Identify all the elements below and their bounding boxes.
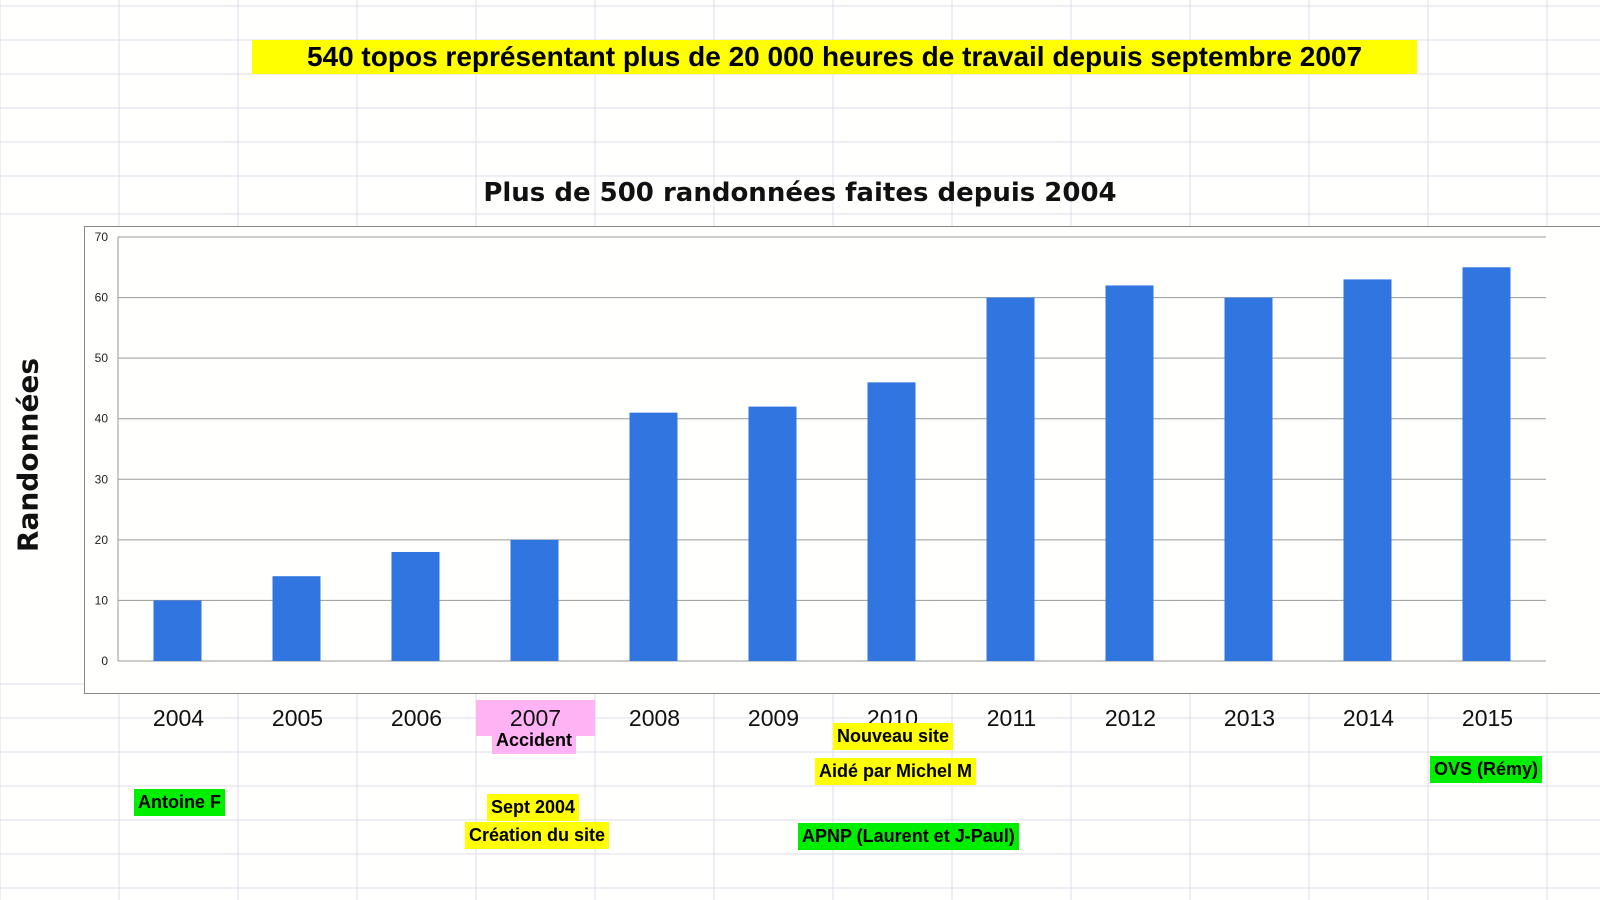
bar-2005: [272, 576, 321, 661]
y-tick-label: 10: [95, 593, 109, 607]
bar-2009: [748, 406, 797, 661]
bar-2004: [153, 600, 202, 661]
bars: [153, 267, 1511, 661]
x-tick-label: 2013: [1223, 705, 1276, 731]
x-tick-label: 2009: [747, 705, 800, 731]
chart-title: Plus de 500 randonnées faites depuis 200…: [483, 178, 1117, 208]
plot-area: 0 10 20 30 40 50 60 70: [84, 226, 1600, 694]
x-tick-label: 2012: [1104, 705, 1157, 731]
x-tick-label: 2014: [1342, 705, 1395, 731]
x-tick-label: 2006: [390, 705, 443, 731]
y-tick-label: 40: [95, 412, 109, 426]
annotation-nouveau-site: Nouveau site: [833, 723, 954, 750]
gridlines: [118, 236, 1546, 662]
y-tick-label: 30: [95, 472, 109, 486]
x-tick-label: 2011: [986, 705, 1037, 731]
bar-2007: [510, 539, 559, 661]
annotation-aide-michel: Aidé par Michel M: [815, 758, 977, 785]
x-tick-label: 2008: [628, 705, 681, 731]
y-tick-label: 50: [95, 351, 109, 365]
annotation-antoine: Antoine F: [134, 789, 225, 816]
bar-2010: [867, 382, 916, 661]
banner-headline: 540 topos représentant plus de 20 000 he…: [252, 40, 1417, 74]
bar-2011: [986, 297, 1035, 661]
y-axis-label: Randonnées: [11, 357, 45, 553]
bar-chart: 0 10 20 30 40 50 60 70: [95, 230, 1546, 668]
y-tick-label: 20: [95, 533, 109, 547]
bar-2015: [1462, 267, 1511, 661]
x-tick-label: 2005: [271, 705, 324, 731]
bar-2013: [1224, 297, 1273, 661]
annotation-apnp: APNP (Laurent et J-Paul): [798, 823, 1019, 850]
y-tick-labels: 0 10 20 30 40 50 60 70: [95, 230, 109, 668]
x-tick-label: 2004: [152, 705, 205, 731]
bar-2006: [391, 551, 440, 661]
bar-2014: [1343, 279, 1392, 661]
annotation-sept-2004: Sept 2004: [487, 794, 580, 821]
annotation-accident: Accident: [492, 727, 577, 754]
x-tick-label: 2015: [1461, 705, 1514, 731]
y-tick-label: 60: [95, 291, 109, 305]
y-tick-label: 0: [101, 654, 108, 668]
annotation-ovs-remy: OVS (Rémy): [1430, 756, 1543, 783]
annotation-creation-site: Création du site: [465, 822, 610, 849]
y-tick-label: 70: [95, 230, 109, 244]
bar-2012: [1105, 285, 1154, 661]
bar-2008: [629, 412, 678, 661]
